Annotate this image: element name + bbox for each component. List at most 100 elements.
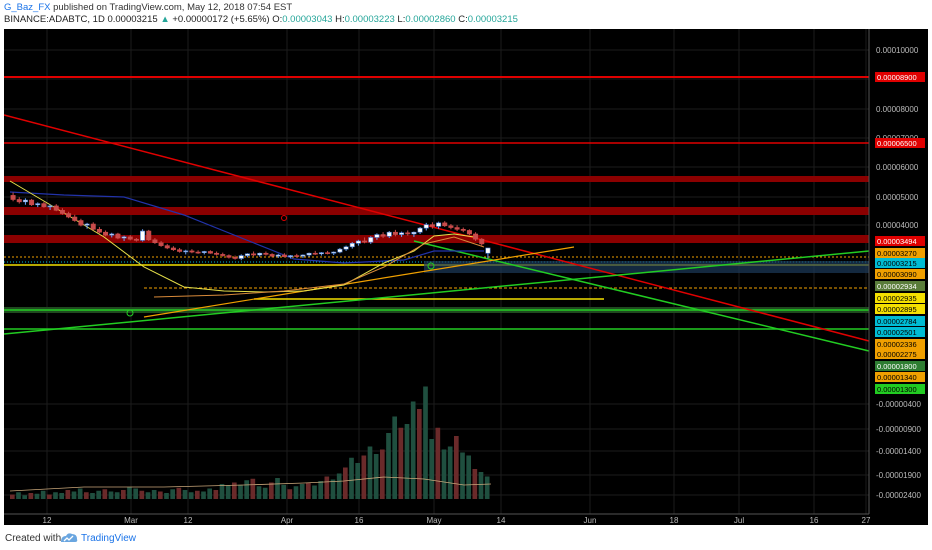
candle — [103, 230, 109, 237]
chart-header: G_Baz_FX published on TradingView.com, M… — [0, 0, 932, 28]
projection-zone — [424, 261, 869, 273]
footer: Created with TradingView — [0, 528, 932, 550]
candle — [41, 201, 47, 208]
volume-bar — [472, 469, 478, 499]
candle — [454, 225, 460, 232]
volume-bar — [287, 489, 293, 499]
volume-bar — [225, 485, 231, 499]
candle — [59, 208, 65, 215]
tradingview-brand-link[interactable]: TradingView — [81, 533, 137, 544]
time-tick-label: 14 — [497, 516, 506, 525]
close-label: C: — [458, 14, 468, 25]
price-label-tag: 0.00003270 — [875, 248, 925, 258]
low-label: L: — [397, 14, 406, 25]
price-label-tag: 0.00002275 — [875, 349, 925, 359]
open-label: O: — [272, 14, 283, 25]
volume-bar — [410, 401, 416, 499]
volume-bar — [367, 446, 373, 499]
price-label-text: 0.00002934 — [877, 282, 917, 291]
candle — [220, 252, 226, 257]
volume-bar — [53, 492, 58, 499]
price-label-tag: 0.00002934 — [875, 281, 925, 291]
candle — [436, 221, 442, 229]
volume-bar — [108, 491, 114, 499]
volume-bar — [373, 454, 379, 499]
candle — [417, 226, 423, 234]
candle — [195, 250, 201, 254]
candle — [226, 254, 232, 259]
candle — [96, 226, 102, 234]
candle — [380, 232, 386, 239]
author-link[interactable]: G_Baz_FX — [4, 2, 51, 13]
candle — [318, 252, 324, 256]
volume-bar — [10, 494, 15, 499]
resistance-zone — [4, 176, 869, 182]
candle — [78, 218, 84, 227]
volume-bar — [262, 487, 268, 499]
volume-bar — [127, 487, 132, 499]
price-tick-label: -0.00001400 — [876, 447, 921, 456]
volume-bar — [133, 488, 138, 499]
price-label-text: 0.00003494 — [877, 237, 917, 246]
candle — [306, 252, 312, 257]
candle — [355, 239, 361, 246]
tradingview-logo-icon — [61, 533, 78, 542]
volume-bar — [466, 455, 471, 499]
volume-bar — [423, 386, 428, 499]
volume-bar — [324, 476, 330, 499]
volume-bar — [145, 492, 151, 499]
descending-trend-line — [3, 114, 870, 342]
candle — [214, 251, 220, 256]
candle — [386, 231, 392, 239]
volume-bar — [386, 433, 391, 499]
volume-bar — [293, 486, 299, 499]
price-label-text: 0.00003090 — [877, 270, 917, 279]
volume-bar — [164, 493, 169, 499]
candle — [177, 247, 183, 253]
candle — [133, 238, 139, 242]
time-tick-label: Mar — [124, 516, 138, 525]
price-labels: 0.00008900 0.00006500 0.00003494 0.00003270… — [875, 72, 925, 394]
candle — [72, 214, 78, 222]
candle — [337, 247, 343, 254]
volume-bar — [312, 485, 317, 499]
volume-bar — [158, 491, 163, 499]
candle — [479, 238, 485, 246]
candle — [257, 252, 263, 257]
candle — [405, 230, 411, 236]
time-tick-label: 16 — [810, 516, 819, 525]
candle — [485, 247, 491, 259]
chart-area[interactable]: 0.000100000.000090000.000080000.00007000… — [3, 29, 928, 525]
time-tick-label: 12 — [184, 516, 193, 525]
candle — [29, 198, 35, 206]
volume-bar — [188, 492, 194, 499]
close-value: 0.00003215 — [467, 14, 518, 25]
signal-marker — [126, 309, 134, 317]
price-tick-label: 0.00005000 — [876, 193, 919, 202]
published-text: published on TradingView.com, May 12, 20… — [53, 2, 293, 13]
volume-bar — [59, 493, 64, 499]
candle — [90, 222, 96, 231]
volume-bar — [330, 479, 336, 499]
price-chart[interactable]: 0.000100000.000090000.000080000.00007000… — [3, 29, 928, 525]
volume-bar — [318, 481, 323, 499]
candle — [16, 197, 22, 204]
candle — [158, 240, 164, 247]
volume-bar — [90, 493, 95, 499]
time-axis[interactable]: 12 Mar 12 Apr 16 May 14 Jun 18 Jul 16 27 — [43, 516, 871, 525]
volume-bar — [484, 476, 490, 499]
price-label-tag: 0.00002336 — [875, 339, 925, 349]
candle — [312, 250, 318, 255]
candle — [466, 229, 472, 236]
time-tick-label: 12 — [43, 516, 52, 525]
candles — [10, 192, 491, 261]
price-label-tag: 0.00003215 — [875, 258, 925, 268]
price-label-text: 0.00003270 — [877, 249, 917, 258]
price-label-text: 0.00001800 — [877, 362, 917, 371]
price-tick-label: 0.00006000 — [876, 163, 919, 172]
price-tick-label: -0.00002400 — [876, 491, 921, 500]
volume-bar — [417, 409, 422, 499]
ascending-trend-line — [3, 250, 870, 335]
publish-line: G_Baz_FX published on TradingView.com, M… — [4, 2, 292, 13]
volume-bar — [16, 492, 21, 499]
